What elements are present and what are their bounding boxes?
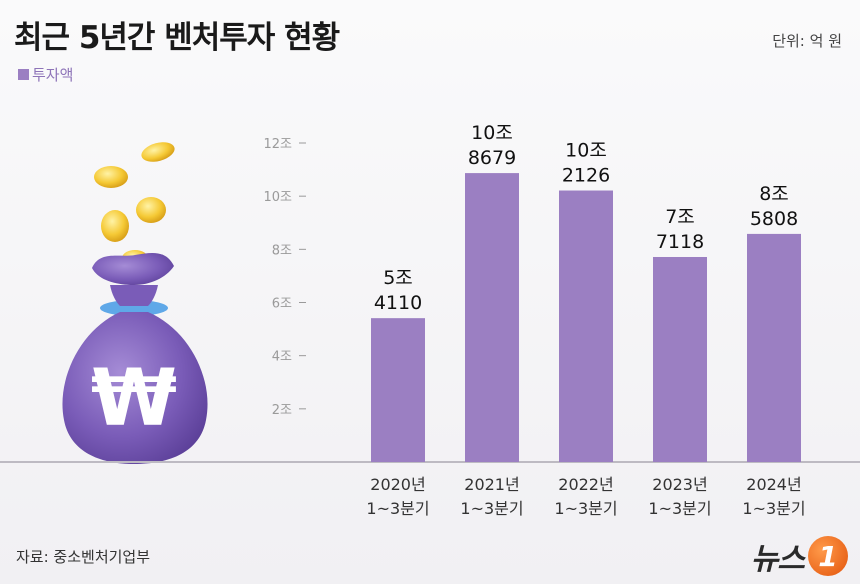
bar: [465, 173, 519, 463]
x-tick-label: 1~3분기: [554, 499, 617, 518]
y-tick-label: 4조: [272, 350, 292, 365]
x-tick-label: 2024년: [746, 475, 801, 494]
y-tick-label: 6조: [272, 297, 292, 312]
logo-text: 뉴스: [750, 542, 805, 577]
data-label: 7118: [656, 231, 704, 253]
data-label: 4110: [374, 292, 422, 314]
data-label: 2126: [562, 165, 610, 187]
x-tick-label: 2021년: [464, 475, 519, 494]
x-tick-label: 2023년: [652, 475, 707, 494]
x-tick-label: 1~3분기: [366, 499, 429, 518]
won-symbol: ₩: [91, 354, 177, 444]
data-label: 10조: [565, 140, 607, 162]
bar: [559, 190, 613, 462]
data-label: 8679: [468, 147, 516, 169]
x-tick-label: 2020년: [370, 475, 425, 494]
source-text: 자료: 중소벤처기업부: [16, 548, 151, 566]
y-tick-label: 12조: [263, 137, 292, 152]
chart-title: 최근 5년간 벤처투자 현황: [14, 20, 340, 56]
legend: 투자액: [18, 64, 73, 85]
legend-swatch: [18, 69, 29, 80]
data-label: 5조: [383, 267, 413, 289]
data-label: 8조: [759, 183, 789, 205]
data-label: 5808: [750, 208, 798, 230]
logo-badge: 1: [808, 536, 848, 576]
bar: [371, 318, 425, 462]
y-tick-label: 8조: [272, 243, 292, 258]
y-tick-label: 10조: [263, 190, 292, 205]
coin-icon: [101, 210, 129, 242]
x-tick-label: 2022년: [558, 475, 613, 494]
legend-label: 투자액: [32, 66, 74, 84]
data-label: 10조: [471, 122, 513, 144]
bar: [747, 233, 801, 462]
x-tick-label: 1~3분기: [742, 499, 805, 518]
y-tick-label: 2조: [272, 403, 292, 418]
unit-label: 단위: 억 원: [772, 32, 842, 50]
coin-icon: [94, 166, 128, 188]
bar: [653, 256, 707, 462]
money-bag-icon: ₩: [62, 142, 208, 464]
coin-icon: [136, 197, 166, 223]
news1-logo: 뉴스 1: [751, 534, 848, 578]
x-tick-label: 1~3분기: [460, 499, 523, 518]
x-tick-label: 1~3분기: [648, 499, 711, 518]
data-label: 7조: [665, 206, 695, 228]
coin-icon: [141, 142, 175, 162]
